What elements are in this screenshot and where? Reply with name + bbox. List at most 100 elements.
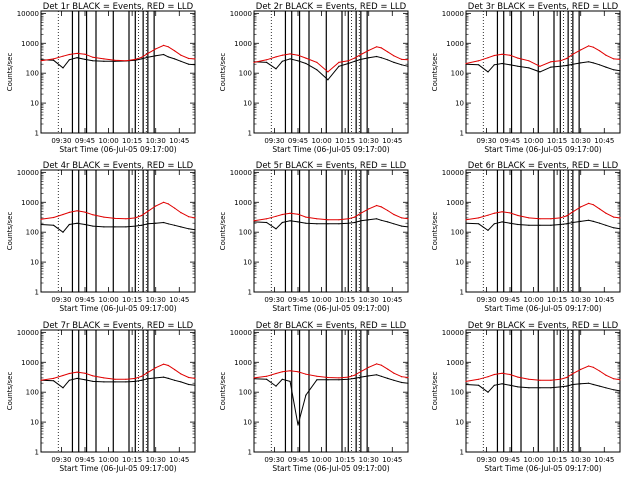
lld-data-point: [376, 363, 378, 365]
lld-series-line: [465, 365, 621, 382]
events-data-point: [380, 57, 382, 59]
x-tick-label: 10:30: [146, 296, 166, 304]
lld-data-point: [592, 204, 594, 206]
events-data-point: [180, 226, 182, 228]
lld-data-point: [141, 56, 143, 58]
lld-data-point: [53, 377, 55, 379]
lld-data-point: [289, 212, 291, 214]
events-data-point: [147, 223, 149, 225]
events-data-point: [327, 379, 329, 381]
events-data-point: [517, 223, 519, 226]
lld-data-point: [92, 214, 94, 216]
lld-data-point: [613, 58, 615, 60]
events-data-point: [528, 387, 530, 389]
events-data-point: [478, 384, 480, 386]
chart-panel-det-1: Det 1r BLACK = Events, RED = LLD 1 10 100 10…: [6, 2, 196, 154]
events-data-point: [147, 56, 149, 58]
x-axis-label: Start Time (06-Jul-05 09:17:00): [272, 145, 389, 154]
events-data-point: [134, 380, 136, 382]
plot-frame: [465, 169, 621, 293]
x-tick-label: 10:45: [169, 456, 189, 464]
lld-data-point: [281, 371, 283, 373]
events-data-point: [289, 58, 291, 60]
lld-data-point: [167, 203, 169, 205]
y-axis-label: Counts/sec: [431, 212, 439, 251]
lld-data-point: [501, 53, 503, 55]
lld-data-point: [588, 45, 590, 47]
lld-data-point: [401, 376, 403, 378]
lld-data-point: [509, 212, 511, 214]
events-data-point: [297, 60, 299, 62]
events-data-point: [316, 223, 318, 225]
lld-data-point: [592, 46, 594, 48]
chart-panel-det-7: Det 7r BLACK = Events, RED = LLD 1 10 100 10…: [6, 321, 196, 473]
events-data-point: [401, 64, 403, 66]
lld-data-point: [501, 372, 503, 374]
y-tick-label: 10: [455, 100, 464, 108]
lld-data-point: [147, 52, 149, 55]
plot-frame: [40, 169, 196, 293]
x-tick-label: 09:30: [264, 456, 284, 464]
panel-title: Det 2r BLACK = Events, RED = LLD: [256, 2, 407, 12]
x-axis-label: Start Time (06-Jul-05 09:17:00): [484, 145, 601, 154]
events-series-line: [40, 221, 196, 233]
events-data-point: [281, 221, 283, 224]
lld-data-point: [517, 57, 519, 59]
y-tick-label: 1000: [234, 359, 252, 367]
panel-title: Det 3r BLACK = Events, RED = LLD: [468, 2, 619, 12]
x-tick-label: 09:30: [51, 137, 71, 145]
events-data-point: [194, 229, 196, 231]
events-data-point: [134, 59, 136, 61]
events-data-point: [572, 221, 574, 224]
panel-title: Det 6r BLACK = Events, RED = LLD: [468, 161, 619, 171]
x-tick-label: 10:45: [382, 456, 402, 464]
lld-data-point: [387, 209, 389, 212]
x-tick-label: 10:00: [311, 456, 331, 464]
lld-data-point: [539, 218, 541, 220]
y-axis-label: Counts/sec: [431, 372, 439, 411]
events-data-point: [163, 53, 165, 56]
events-data-point: [588, 382, 590, 384]
y-tick-label: 10000: [442, 329, 464, 337]
events-data-point: [407, 382, 409, 384]
lld-data-point: [174, 50, 176, 52]
panel-title: Det 4r BLACK = Events, RED = LLD: [43, 161, 194, 171]
events-data-point: [387, 377, 389, 379]
events-data-point: [517, 65, 519, 67]
lld-data-point: [354, 374, 356, 376]
x-tick-label: 10:00: [98, 296, 118, 304]
lld-data-point: [550, 218, 552, 220]
lld-data-point: [588, 365, 590, 367]
lld-data-point: [465, 219, 467, 221]
events-data-point: [599, 64, 601, 66]
lld-data-point: [253, 377, 255, 379]
lld-data-point: [354, 57, 356, 59]
events-data-point: [368, 375, 370, 377]
x-tick-label: 09:30: [51, 296, 71, 304]
lld-data-point: [40, 379, 42, 381]
lld-data-point: [465, 380, 467, 382]
events-data-point: [487, 391, 489, 393]
lld-data-point: [401, 58, 403, 61]
events-data-point: [360, 58, 362, 61]
events-data-point: [62, 231, 64, 233]
y-tick-label: 100: [239, 70, 252, 78]
events-data-point: [174, 224, 176, 226]
x-tick-label: 10:30: [146, 137, 166, 145]
events-data-point: [84, 58, 86, 61]
events-data-point: [509, 384, 511, 386]
y-axis-label: Counts/sec: [219, 53, 227, 92]
events-data-point: [517, 386, 519, 388]
lld-data-point: [103, 58, 105, 60]
events-data-point: [180, 60, 182, 62]
lld-data-point: [599, 50, 601, 52]
events-data-point: [539, 387, 541, 389]
events-data-point: [68, 223, 70, 226]
events-data-point: [528, 224, 530, 226]
lld-data-point: [347, 376, 349, 378]
y-axis-label: Counts/sec: [219, 372, 227, 411]
lld-data-point: [559, 217, 561, 219]
events-data-point: [163, 221, 165, 224]
y-tick-label: 1: [248, 289, 252, 297]
x-tick-label: 10:15: [122, 296, 142, 304]
